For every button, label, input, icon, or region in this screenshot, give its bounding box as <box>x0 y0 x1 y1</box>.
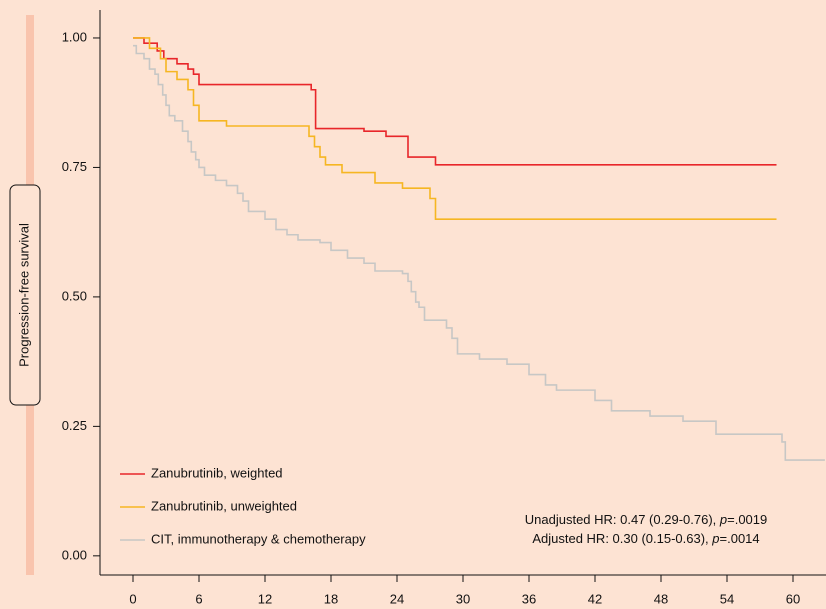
survival-line <box>133 37 777 166</box>
x-tick-label: 36 <box>522 591 536 606</box>
annotation: Unadjusted HR: 0.47 (0.29-0.76), p=.0019 <box>525 512 767 527</box>
x-tick-label: 60 <box>786 591 800 606</box>
annotation-part: Adjusted HR: 0.30 (0.15-0.63), <box>532 531 712 546</box>
y-tick-label: 0.00 <box>62 547 87 562</box>
y-tick-label: 0.50 <box>62 288 87 303</box>
annotation-part: p <box>711 531 719 546</box>
annotation-part: p <box>719 512 727 527</box>
y-tick-label: 0.75 <box>62 159 87 174</box>
survival-line <box>133 37 777 221</box>
x-tick-label: 18 <box>324 591 338 606</box>
annotation-part: =.0014 <box>720 531 760 546</box>
x-tick-label: 0 <box>129 591 136 606</box>
x-tick-label: 6 <box>195 591 202 606</box>
x-tick-label: 30 <box>456 591 470 606</box>
x-tick-label: 42 <box>588 591 602 606</box>
x-tick-label: 24 <box>390 591 404 606</box>
x-tick-label: 48 <box>654 591 668 606</box>
x-tick-label: 54 <box>720 591 734 606</box>
annotation-part: =.0019 <box>727 512 767 527</box>
y-tick-label: 1.00 <box>62 29 87 44</box>
y-label-box <box>9 184 41 406</box>
annotation: Adjusted HR: 0.30 (0.15-0.63), p=.0014 <box>532 531 759 546</box>
survival-line <box>133 44 825 461</box>
y-axis-label: Progression-free survival <box>16 223 31 367</box>
y-tick-label: 0.25 <box>62 418 87 433</box>
legend-label: CIT, immunotherapy & chemotherapy <box>151 531 366 546</box>
annotation-part: Unadjusted HR: 0.47 (0.29-0.76), <box>525 512 720 527</box>
x-tick-label: 12 <box>258 591 272 606</box>
legend-label: Zanubrutinib, unweighted <box>151 498 297 513</box>
legend-label: Zanubrutinib, weighted <box>151 465 283 480</box>
